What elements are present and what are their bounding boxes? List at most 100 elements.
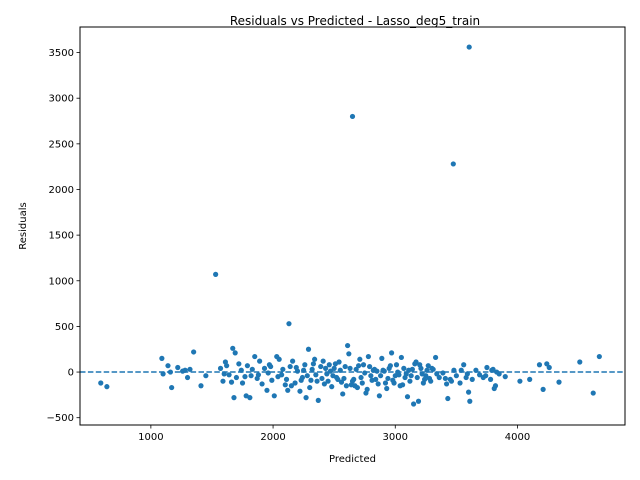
data-point — [422, 376, 428, 382]
data-point — [286, 321, 292, 327]
y-tick-label: 3000 — [49, 94, 74, 105]
plot-area — [80, 44, 625, 407]
data-point — [233, 374, 240, 381]
data-point — [352, 383, 358, 389]
data-point — [184, 374, 191, 381]
data-point — [401, 365, 407, 371]
data-point — [303, 395, 309, 401]
data-point — [236, 361, 242, 367]
data-point — [378, 373, 384, 379]
data-point — [469, 376, 475, 382]
data-point — [342, 363, 348, 370]
data-point — [304, 373, 310, 379]
data-point — [187, 366, 193, 372]
data-point — [275, 374, 281, 380]
y-tick-label: 1000 — [49, 276, 74, 287]
data-point — [198, 383, 204, 389]
y-tick-label: 0 — [68, 368, 74, 379]
data-point — [527, 376, 533, 382]
data-point — [536, 362, 543, 368]
data-point — [330, 373, 336, 379]
data-point — [362, 370, 368, 376]
data-point — [385, 375, 391, 382]
data-point — [307, 384, 313, 391]
data-point — [596, 353, 602, 360]
data-point — [384, 385, 390, 392]
y-tick-label: 2500 — [49, 139, 74, 150]
data-point — [398, 354, 404, 361]
data-point — [412, 361, 418, 367]
data-point — [310, 361, 316, 367]
data-point — [417, 362, 423, 368]
data-point — [392, 373, 398, 379]
data-point — [365, 353, 371, 360]
data-point — [476, 372, 483, 378]
data-point — [329, 384, 335, 390]
data-point — [228, 379, 235, 385]
data-point — [309, 366, 315, 372]
data-point — [325, 378, 331, 384]
data-point — [483, 373, 489, 379]
data-point — [546, 364, 552, 371]
data-point — [290, 358, 296, 364]
data-point — [327, 368, 334, 374]
data-point — [443, 381, 450, 387]
data-point — [544, 361, 550, 367]
data-point — [323, 365, 329, 371]
data-point — [280, 366, 286, 372]
data-point — [335, 376, 341, 382]
data-point — [590, 390, 596, 396]
x-tick-label: 3000 — [383, 432, 408, 443]
data-point — [165, 363, 171, 369]
y-axis-label: Residuals — [18, 202, 29, 249]
data-point — [408, 373, 414, 379]
data-point — [357, 356, 363, 362]
data-point — [374, 368, 380, 374]
data-point — [287, 363, 293, 370]
data-point — [440, 370, 446, 376]
data-point — [389, 350, 395, 356]
data-point — [375, 381, 381, 387]
data-point — [249, 366, 255, 372]
data-point — [220, 378, 226, 384]
data-point — [203, 373, 209, 379]
x-tick-label: 2000 — [260, 432, 285, 443]
y-axis-ticks: −500 0 500 1000 1500 2000 2500 3000 3500 — [47, 48, 80, 424]
chart-title: Residuals vs Predicted - Lasso_deg5_trai… — [230, 14, 480, 28]
x-tick-label: 4000 — [505, 432, 530, 443]
data-point — [261, 365, 268, 371]
data-point — [414, 374, 420, 381]
data-point — [382, 380, 389, 386]
data-point — [356, 363, 362, 369]
plot-frame — [79, 26, 626, 426]
data-point — [175, 364, 181, 371]
data-point — [243, 393, 249, 399]
data-point — [358, 374, 364, 381]
data-point — [239, 380, 246, 386]
data-point — [426, 375, 433, 382]
data-point — [230, 345, 236, 351]
data-point — [283, 376, 290, 382]
data-point — [453, 373, 459, 379]
data-point — [368, 373, 374, 379]
data-point — [376, 393, 382, 399]
data-point — [242, 374, 248, 380]
data-point — [315, 397, 321, 403]
data-point — [265, 370, 271, 376]
data-point — [308, 377, 314, 383]
data-point — [159, 355, 165, 361]
data-point — [349, 378, 356, 384]
data-point — [268, 363, 274, 370]
data-point — [282, 382, 288, 388]
data-point — [517, 378, 523, 384]
data-point — [224, 363, 230, 369]
data-point — [347, 365, 353, 371]
data-point — [292, 380, 298, 386]
data-point — [169, 384, 175, 391]
data-point — [425, 363, 431, 369]
data-point — [314, 378, 320, 384]
data-point — [353, 366, 359, 372]
data-point — [429, 365, 435, 371]
data-point — [259, 381, 265, 387]
data-point — [364, 386, 370, 392]
